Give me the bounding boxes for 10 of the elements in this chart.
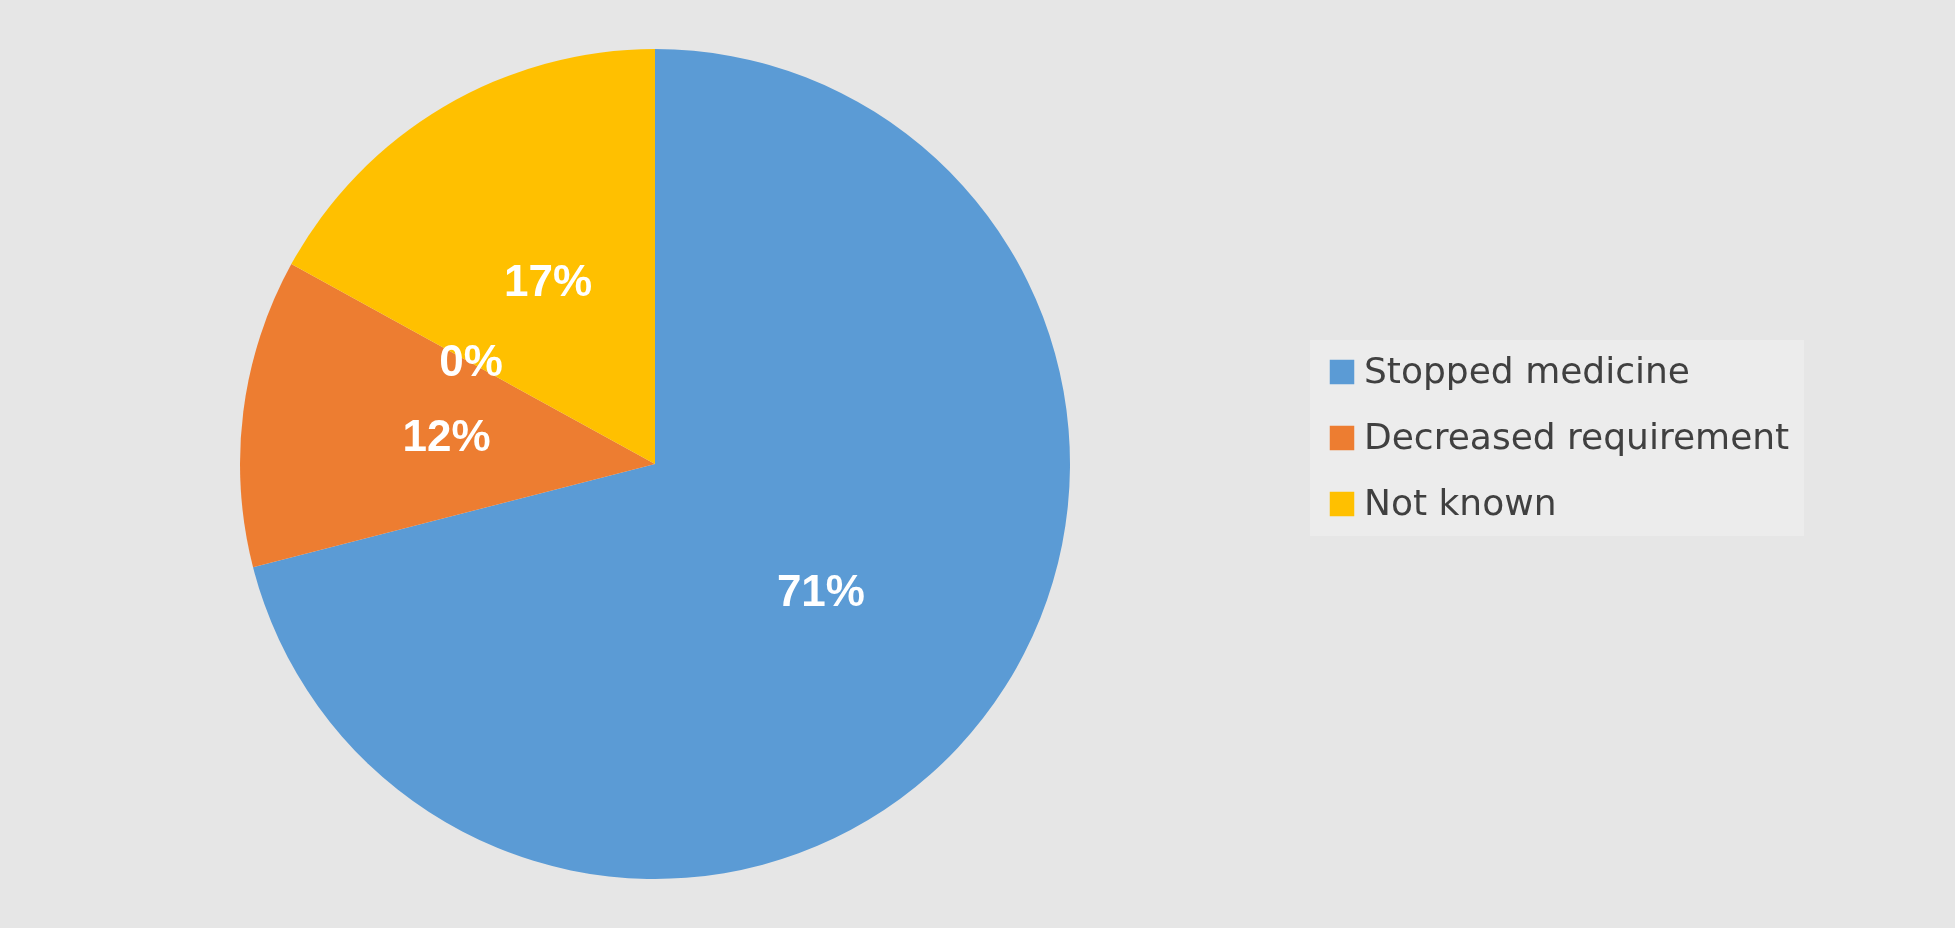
legend-label: Stopped medicine [1364, 350, 1690, 391]
legend-label: Not known [1364, 482, 1557, 523]
data-label: 71% [776, 565, 865, 615]
pie-slice [291, 49, 655, 464]
pie-slice [240, 264, 655, 568]
pie-slice [253, 49, 1070, 879]
data-label: 12% [402, 410, 491, 460]
text: 0% [439, 335, 503, 385]
data-label: 17% [504, 256, 593, 306]
legend-label: Decreased requirement [1364, 416, 1790, 457]
